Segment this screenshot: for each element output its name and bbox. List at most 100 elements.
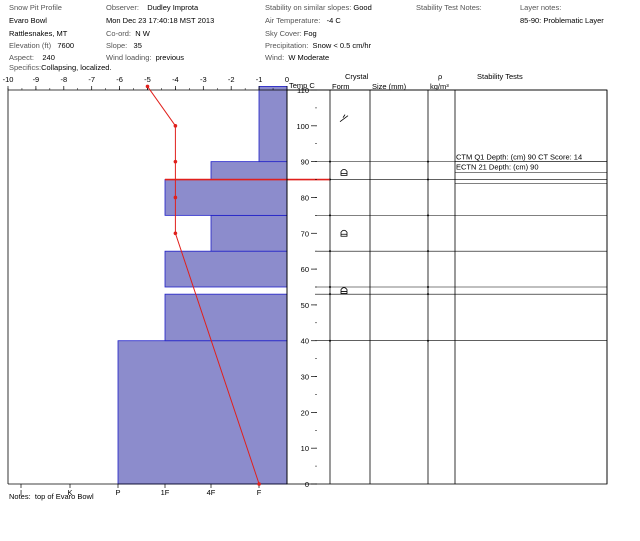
- temp-tick-label: -6: [116, 75, 123, 84]
- temp-tick-label: -3: [200, 75, 207, 84]
- stability-test-text: CTM Q1 Depth: (cm) 90 CT Score: 14: [456, 153, 582, 162]
- temperature-profile-line: [147, 86, 260, 485]
- precip-value: Snow < 0.5 cm/hr: [312, 41, 372, 50]
- hardness-tick-label: I: [20, 488, 22, 497]
- region: Rattlesnakes, MT: [9, 29, 68, 38]
- depth-tick-label: 100: [296, 122, 309, 131]
- temp-tick-label: -4: [172, 75, 179, 84]
- air-temp-value: -4 C: [326, 16, 341, 25]
- profile-title: Snow Pit Profile: [9, 3, 62, 12]
- hardness-layer-bar: [210, 214, 288, 252]
- observer-row: Observer: Dudley Improta: [106, 3, 198, 12]
- temp-tick-label: -7: [88, 75, 95, 84]
- precip-row: Precipitation: Snow < 0.5 cm/hr: [265, 41, 371, 50]
- temperature-point: [173, 124, 178, 128]
- hardness-layer-bar: [258, 86, 288, 163]
- depth-hoar-icon: [340, 287, 348, 294]
- rho-header: ρ: [438, 72, 443, 81]
- hardness-tick-label: 4F: [207, 488, 216, 497]
- elevation-row: Elevation (ft) 7600: [9, 41, 74, 50]
- hardness-tick-label: F: [257, 488, 262, 497]
- temp-tick-label: 0: [285, 75, 289, 84]
- observer-label: Observer:: [106, 3, 139, 12]
- temp-tick-label: -1: [256, 75, 263, 84]
- wind-label: Wind:: [265, 53, 285, 62]
- aspect-label: Aspect:: [9, 53, 35, 62]
- temp-tick-label: -8: [60, 75, 67, 84]
- decomposing-crystal-icon: [342, 114, 346, 118]
- temperature-point: [173, 159, 178, 164]
- coord-value: N W: [135, 29, 150, 38]
- wind-loading-row: Wind loading: previous: [106, 53, 184, 62]
- coord-row: Co-ord: N W: [106, 29, 150, 38]
- wind-value: W Moderate: [288, 53, 330, 62]
- density-unit-header: kg/m³: [430, 82, 449, 91]
- hardness-tick-label: P: [115, 488, 120, 497]
- wind-loading-value: previous: [155, 53, 184, 62]
- aspect-row: Aspect: 240: [9, 53, 55, 62]
- depth-tick-label: 20: [301, 408, 309, 417]
- temp-tick-label: -2: [228, 75, 235, 84]
- stability-row: Stability on similar slopes: Good: [265, 3, 372, 12]
- decomposing-crystal-icon: [339, 115, 349, 122]
- air-temp-row: Air Temperature: -4 C: [265, 16, 341, 25]
- datetime: Mon Dec 23 17:40:18 MST 2013: [106, 16, 215, 25]
- notes-label: Notes:: [9, 492, 31, 501]
- sky-row: Sky Cover: Fog: [265, 29, 317, 38]
- wind-row: Wind: W Moderate: [265, 53, 329, 62]
- depth-tick-label: 60: [301, 265, 309, 274]
- aspect-value: 240: [42, 53, 55, 62]
- depth-tick-label: 30: [301, 373, 309, 382]
- specifics-value: Collapsing, localized.: [41, 63, 112, 72]
- sky-label: Sky Cover:: [265, 29, 302, 38]
- specifics-label: Specifics:: [9, 63, 42, 72]
- temp-tick-label: -9: [33, 75, 40, 84]
- hardness-layer-bar: [164, 250, 288, 288]
- elevation-label: Elevation (ft): [9, 41, 52, 50]
- notes-row: Notes: top of Evaro Bowl: [9, 492, 94, 501]
- form-header: Form: [332, 82, 350, 91]
- depth-tick-label: 0: [305, 480, 309, 489]
- depth-tick-label: 50: [301, 301, 309, 310]
- location: Evaro Bowl: [9, 16, 47, 25]
- temperature-point: [145, 84, 150, 89]
- layer-notes-value: 85-90: Problematic Layer: [520, 16, 604, 25]
- slope-row: Slope: 35: [106, 41, 142, 50]
- hardness-layer-bar: [164, 179, 288, 216]
- precip-label: Precipitation:: [265, 41, 309, 50]
- depth-tick-label: 110: [297, 86, 309, 95]
- depth-tick-label: 40: [301, 337, 309, 346]
- stability-value: Good: [353, 3, 372, 12]
- temp-tick-label: -5: [144, 75, 151, 84]
- stability-test-text: ECTN 21 Depth: (cm) 90: [456, 163, 539, 172]
- depth-tick-label: 70: [301, 229, 309, 238]
- stability-tests-header: Stability Tests: [477, 72, 523, 81]
- stability-notes-label: Stability Test Notes:: [416, 3, 482, 12]
- sky-value: Fog: [303, 29, 317, 38]
- temperature-point: [257, 482, 261, 486]
- temp-tick-label: -10: [3, 75, 14, 84]
- hardness-layer-bar: [117, 340, 288, 485]
- wind-loading-label: Wind loading:: [106, 53, 152, 62]
- slope-label: Slope:: [106, 41, 128, 50]
- temp-column-header: Temp C: [289, 81, 315, 90]
- notes-value: top of Evaro Bowl: [34, 492, 94, 501]
- coord-label: Co-ord:: [106, 29, 132, 38]
- slope-value: 35: [133, 41, 142, 50]
- temperature-point: [173, 195, 178, 200]
- size-header: Size (mm): [372, 82, 407, 91]
- air-temp-label: Air Temperature:: [265, 16, 321, 25]
- elevation-value: 7600: [57, 41, 75, 50]
- depth-tick-label: 90: [301, 158, 309, 167]
- stability-label: Stability on similar slopes:: [265, 3, 352, 12]
- depth-tick-label: 10: [301, 444, 309, 453]
- hardness-tick-label: 1F: [161, 488, 170, 497]
- depth-tick-label: 80: [301, 193, 309, 202]
- hardness-layer-bar: [210, 161, 288, 180]
- depth-hoar-icon: [340, 168, 348, 176]
- depth-hoar-icon: [340, 229, 348, 237]
- crystal-header: Crystal: [345, 72, 369, 81]
- hardness-layer-bar: [164, 293, 288, 342]
- specifics-row: Specifics:Collapsing, localized.: [9, 63, 112, 72]
